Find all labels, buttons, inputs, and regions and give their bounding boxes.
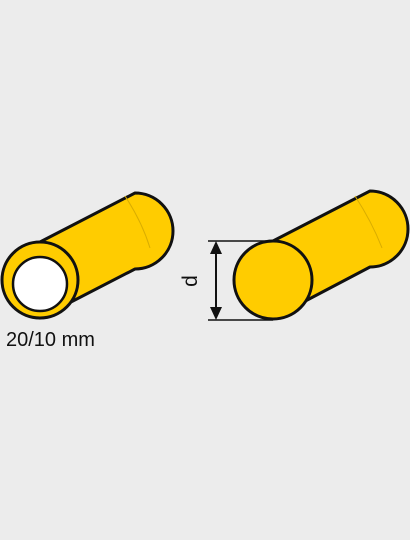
- solid-cylinder: [232, 189, 410, 321]
- diameter-label: d: [179, 275, 202, 287]
- dimension-arrow-bottom: [210, 307, 222, 320]
- hollow-cylinder-edge-line: [124, 195, 151, 249]
- solid-cylinder-edge-line: [354, 195, 383, 249]
- hollow-cylinder-bore: [11, 255, 69, 313]
- diameter-dimension: d: [179, 240, 273, 321]
- dimension-arrow-top: [210, 241, 222, 254]
- hollow-cylinder: [0, 191, 175, 320]
- solid-cylinder-end-face: [232, 239, 314, 321]
- size-label: 20/10 mm: [6, 329, 95, 351]
